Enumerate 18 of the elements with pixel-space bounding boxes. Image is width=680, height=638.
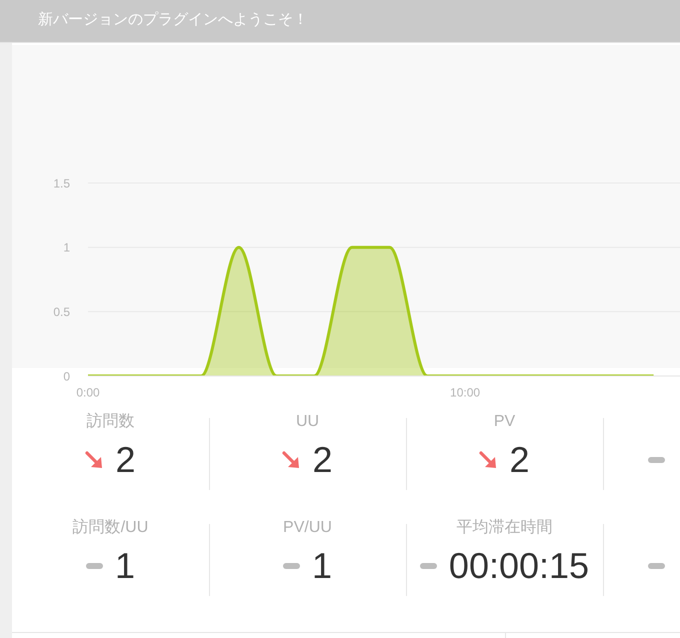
text: UU [296, 413, 320, 430]
y-tick-label: 1 [63, 240, 70, 255]
text: 1 [114, 545, 136, 586]
text: 平均滞在時間 [456, 519, 552, 536]
text: 2 [312, 439, 333, 480]
text: 00:00:15 [448, 545, 590, 586]
text: PV [494, 413, 516, 430]
x-tick-label: 0:00 [76, 386, 100, 400]
text: 2 [115, 439, 136, 480]
text: 訪問数 [86, 413, 134, 430]
text: PV/UU [283, 519, 332, 536]
text: 1 [312, 545, 332, 586]
x-tick-label: 10:00 [450, 386, 480, 400]
y-tick-label: 1.5 [53, 176, 70, 190]
text: 訪問数/UU [72, 519, 148, 536]
y-tick-label: 0.5 [53, 304, 70, 319]
y-tick-label: 0 [63, 369, 70, 384]
text: 2 [509, 439, 530, 480]
